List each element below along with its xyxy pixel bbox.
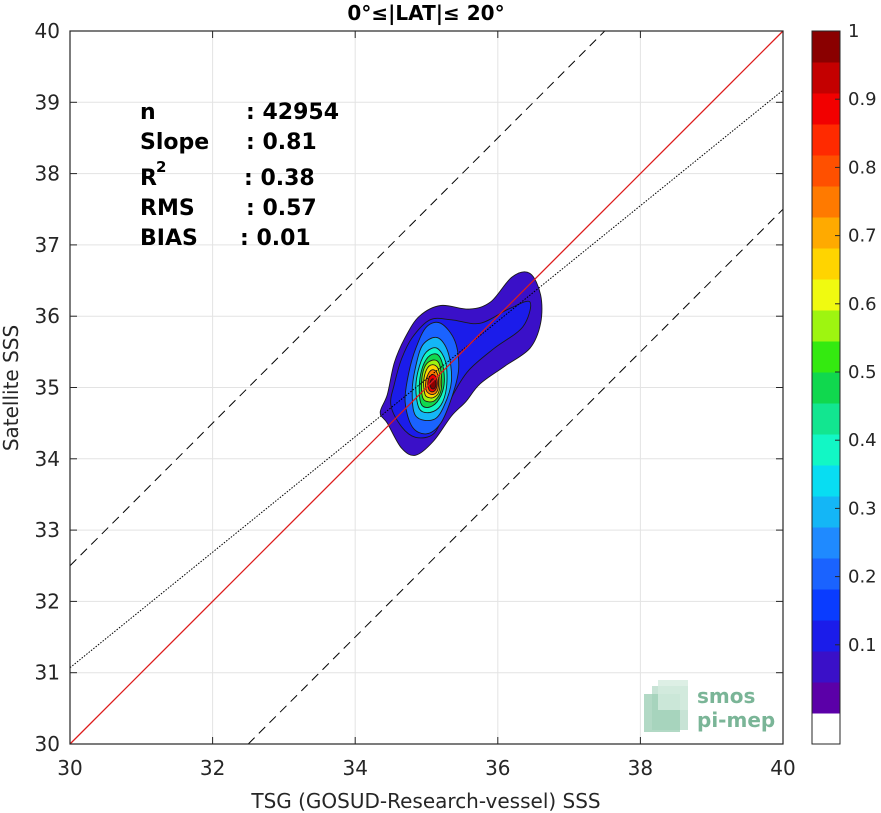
stat-n-value: : 42954 xyxy=(246,100,339,125)
colorbar-swatch xyxy=(812,93,840,125)
colorbar-swatch xyxy=(812,651,840,683)
colorbar-tick-label: 0.5 xyxy=(848,362,877,383)
logo-pimep-text: pi-mep xyxy=(697,708,775,732)
x-tick-label: 38 xyxy=(628,756,653,780)
y-tick-label: 34 xyxy=(35,447,60,471)
colorbar-ticks: 0.1 0.2 0.3 0.4 0.5 0.6 0.7 0.8 0.9 1 xyxy=(835,21,877,656)
stat-slope-value: : 0.81 xyxy=(246,130,317,155)
colorbar-tick-label: 0.4 xyxy=(848,430,877,451)
colorbar-tick-label: 1 xyxy=(848,21,859,42)
smos-pimep-logo: smos pi-mep xyxy=(644,680,775,732)
colorbar-swatch xyxy=(812,124,840,156)
colorbar-swatch xyxy=(812,62,840,94)
colorbar-swatch xyxy=(812,465,840,497)
colorbar-swatch xyxy=(812,589,840,621)
colorbar-swatch xyxy=(812,403,840,435)
colorbar-swatch xyxy=(812,620,840,652)
colorbar-tick-label: 0.9 xyxy=(848,89,877,110)
stat-r2-value: : 0.38 xyxy=(244,166,315,191)
colorbar-swatch xyxy=(812,527,840,559)
colorbar xyxy=(812,31,840,745)
stat-slope-label: Slope xyxy=(140,130,209,155)
colorbar-swatch xyxy=(812,558,840,590)
identity-line xyxy=(69,30,784,745)
colorbar-swatch xyxy=(812,186,840,218)
colorbar-tick-label: 0.3 xyxy=(848,498,877,519)
colorbar-swatch xyxy=(812,31,840,63)
stat-r2-label: R xyxy=(140,166,157,191)
y-axis-ticks: 30 31 32 33 34 35 36 37 38 39 40 xyxy=(35,19,783,756)
y-tick-label: 38 xyxy=(35,162,60,186)
colorbar-swatch xyxy=(812,310,840,342)
stat-rms-label: RMS xyxy=(140,196,195,221)
y-tick-label: 39 xyxy=(35,90,60,114)
colorbar-tick-label: 0.1 xyxy=(848,635,877,656)
stat-n-label: n xyxy=(140,100,156,125)
logo-smos-text: smos xyxy=(697,684,755,708)
grid xyxy=(69,30,784,745)
colorbar-swatch xyxy=(812,279,840,311)
stat-bias-value: : 0.01 xyxy=(240,226,311,251)
colorbar-frame xyxy=(811,30,841,745)
colorbar-tick-label: 0.8 xyxy=(848,157,877,178)
y-tick-label: 31 xyxy=(35,661,60,685)
colorbar-swatch xyxy=(812,341,840,373)
y-tick-label: 35 xyxy=(35,376,60,400)
stat-r2-sup: 2 xyxy=(156,158,166,176)
chart-title: 0°≤|LAT|≤ 20° xyxy=(347,1,504,25)
contour-level-1 xyxy=(429,378,437,390)
y-tick-label: 33 xyxy=(35,518,60,542)
y-tick-label: 30 xyxy=(35,732,60,756)
x-tick-label: 30 xyxy=(57,756,82,780)
stat-rms-value: : 0.57 xyxy=(246,196,317,221)
colorbar-swatch xyxy=(812,217,840,249)
reference-lines xyxy=(69,30,784,745)
colorbar-swatch xyxy=(812,682,840,714)
colorbar-swatch xyxy=(812,248,840,280)
colorbar-tick-label: 0.6 xyxy=(848,294,877,315)
y-axis-label: Satellite SSS xyxy=(0,325,23,451)
colorbar-tick-label: 0.7 xyxy=(848,226,877,247)
x-tick-label: 32 xyxy=(200,756,225,780)
colorbar-swatch xyxy=(812,434,840,466)
x-axis-label: TSG (GOSUD-Research-vessel) SSS xyxy=(250,789,600,813)
colorbar-swatch xyxy=(812,713,840,745)
x-tick-label: 40 xyxy=(770,756,795,780)
stats-box: n : 42954 Slope : 0.81 R 2 : 0.38 RMS : … xyxy=(140,100,339,251)
y-tick-label: 40 xyxy=(35,19,60,43)
y-tick-label: 36 xyxy=(35,304,60,328)
colorbar-swatch xyxy=(812,496,840,528)
lower-dashed-band-line xyxy=(247,208,784,745)
stat-bias-label: BIAS xyxy=(140,226,198,251)
x-tick-label: 34 xyxy=(342,756,367,780)
x-tick-label: 36 xyxy=(485,756,510,780)
colorbar-tick-label: 0.2 xyxy=(848,567,877,588)
y-tick-label: 37 xyxy=(35,233,60,257)
colorbar-swatch xyxy=(812,372,840,404)
density-contours xyxy=(379,271,543,456)
colorbar-swatch xyxy=(812,155,840,187)
y-tick-label: 32 xyxy=(35,589,60,613)
upper-dashed-band-line xyxy=(69,30,606,567)
x-axis-ticks: 30 32 34 36 38 40 xyxy=(57,31,796,780)
